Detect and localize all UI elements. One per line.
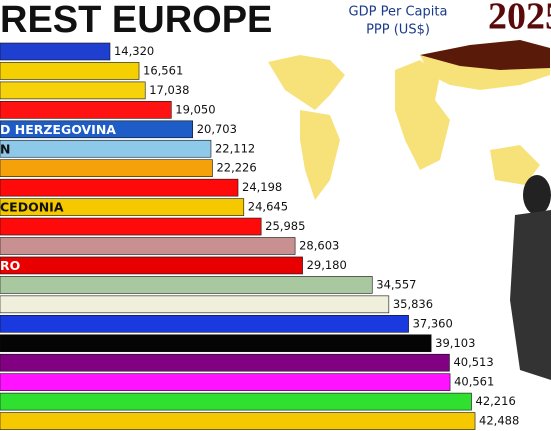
bar [0,42,111,61]
category-label: N [0,141,10,156]
bar [0,373,451,391]
value-label: 16,561 [143,63,183,77]
value-label: 28,603 [299,239,339,253]
value-label: 24,645 [248,200,288,214]
value-label: 22,112 [215,141,255,155]
category-label: RO [0,258,20,273]
value-label: 25,985 [265,219,305,233]
bar [0,276,373,294]
bar [0,314,409,333]
value-label: 42,216 [476,394,516,408]
portrait [510,175,551,380]
value-label: 29,180 [307,258,347,272]
value-label: 34,557 [376,277,416,291]
subtitle: GDP Per Capita [349,5,448,20]
year-label: 2025 [488,0,551,38]
chart-title: REST EUROPE [0,0,272,41]
bar [0,392,472,411]
value-label: 19,050 [175,102,215,116]
value-label: 24,198 [242,180,282,194]
value-label: 35,836 [393,297,433,311]
category-label: CEDONIA [0,200,64,215]
value-label: 42,488 [479,414,519,428]
value-label: 37,360 [413,316,453,330]
value-label: 40,513 [453,355,493,369]
bar [0,198,245,216]
bar [0,237,296,255]
subtitle: PPP (US$) [366,23,430,38]
bar [0,217,262,236]
highlight-region [420,40,550,70]
bar [0,120,194,139]
value-label: 40,561 [454,375,494,389]
value-label: 20,703 [197,122,237,136]
value-label: 14,320 [114,44,154,58]
bar [0,334,432,353]
value-label: 39,103 [435,336,475,350]
value-label: 22,226 [216,161,256,175]
category-label: D HERZEGOVINA [0,122,116,137]
bar [0,256,303,275]
bar [0,353,450,372]
bar [0,412,476,430]
bar [0,101,172,119]
bar [0,81,146,100]
bar [0,178,239,197]
bar [0,159,213,177]
bar [0,139,212,158]
bar [0,295,390,314]
value-label: 17,038 [149,83,189,97]
bar [0,62,140,80]
